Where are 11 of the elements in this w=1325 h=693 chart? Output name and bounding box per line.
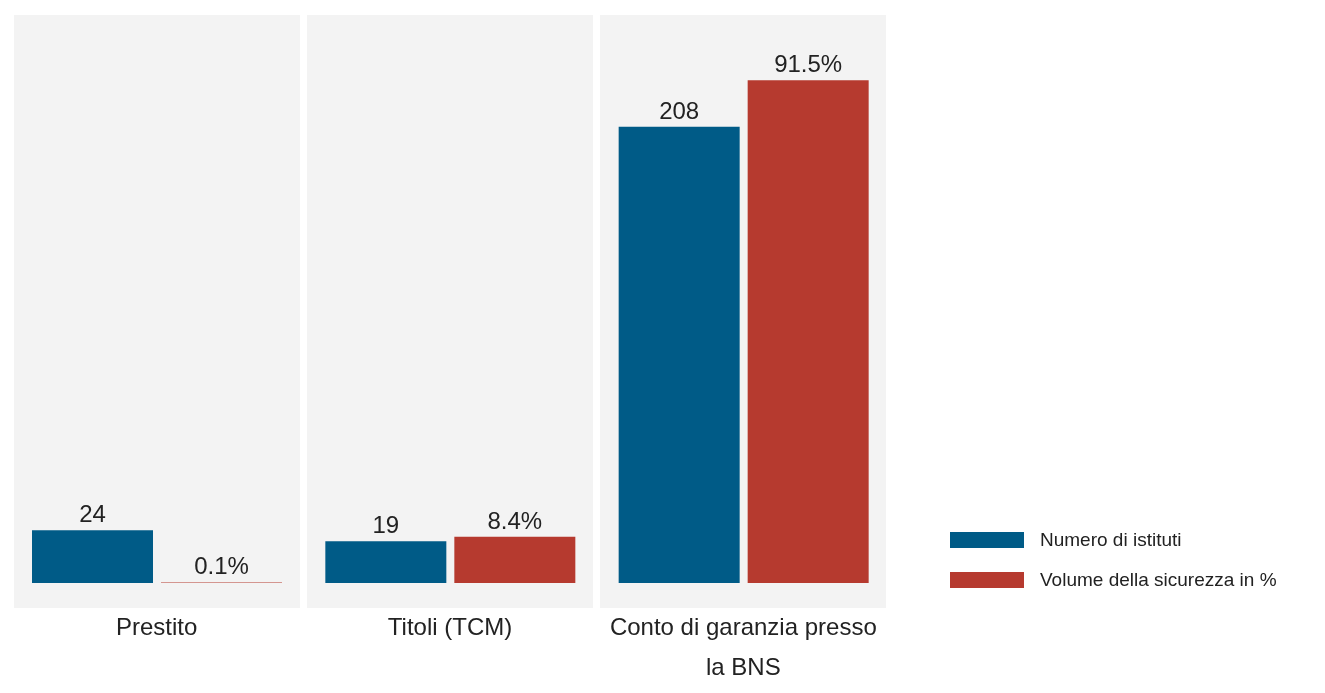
legend-label: Volume della sicurezza in % [1040, 569, 1277, 591]
data-label: 24 [79, 500, 106, 528]
data-label: 91.5% [774, 50, 843, 78]
data-label: 208 [659, 96, 700, 124]
x-tick-label: Titoli (TCM) [387, 613, 513, 640]
x-tick-label: Conto di garanzia presso la BNS [609, 613, 877, 680]
x-tick-label: Prestito [115, 613, 198, 640]
data-label: 0.1% [194, 552, 249, 580]
data-label: 8.4% [487, 506, 543, 534]
legend-label: Numero di istituti [1040, 529, 1182, 551]
data-label: 19 [372, 511, 400, 539]
